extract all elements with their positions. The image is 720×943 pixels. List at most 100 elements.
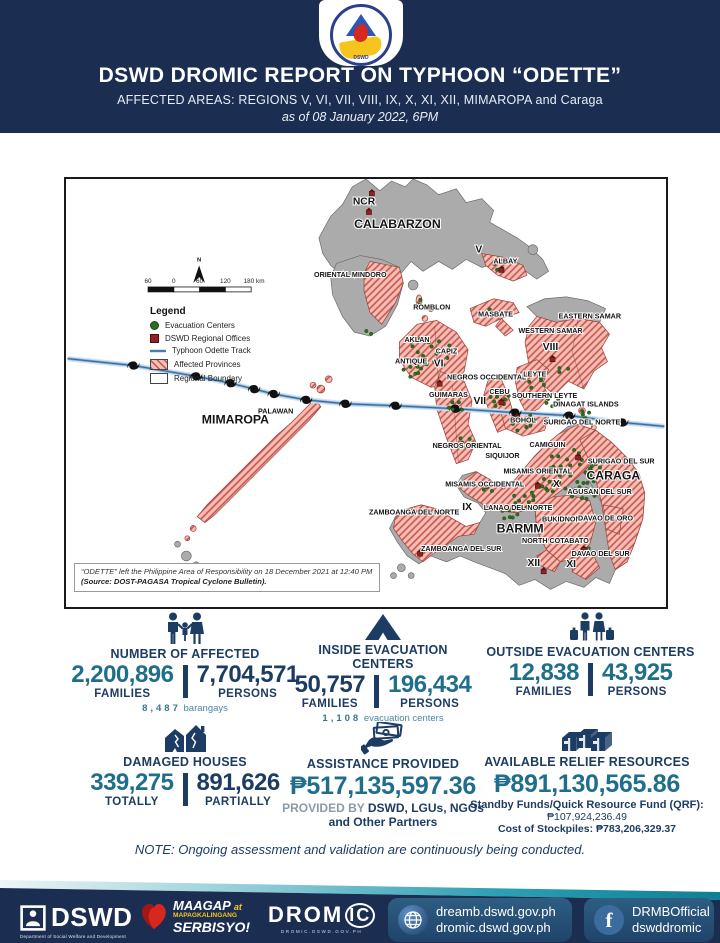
stat-outside-evacuation-centers: OUTSIDE EVACUATION CENTERS 12,838 FAMILI… xyxy=(478,612,703,698)
track-swatch-icon xyxy=(150,348,166,353)
map-label: N xyxy=(197,257,201,263)
dswd-logo-icon xyxy=(20,904,46,931)
website-url-2: dromic.dswd.gov.ph xyxy=(436,920,551,935)
stat-title: DAMAGED HOUSES xyxy=(123,755,247,769)
stat-number-of-affected: NUMBER OF AFFECTED 2,200,896 FAMILIES 7,… xyxy=(50,612,320,714)
dromic-ic-circle: IC xyxy=(345,902,376,928)
affected-areas-line: AFFECTED AREAS: REGIONS V, VI, VII, VIII… xyxy=(117,93,603,107)
philippines-map: 60 0 60 120 180 km NCR CALABARZON V ALBAY ORIENT… xyxy=(64,177,668,609)
map-svg: 60 0 60 120 180 km NCR CALABARZON V ALBAY ORIENT… xyxy=(67,179,665,590)
dromic-logo: DROM IC DROMIC.DSWD.GOV.PH xyxy=(268,902,376,934)
legend-label: Regional Boundary xyxy=(174,374,243,383)
map-label: X xyxy=(553,479,560,490)
qrf-value: ₱107,924,236.49 xyxy=(547,811,627,824)
legend-item: DSWD Regional Offices xyxy=(150,333,251,343)
scale-labels: 60 0 60 120 180 km xyxy=(145,278,265,285)
affected-barangays: 8,487 barangays xyxy=(142,703,228,715)
divider xyxy=(374,675,380,709)
map-label: NEGROS ORIENTAL xyxy=(433,442,503,450)
facebook-links: f DRMBOfficial dswddromic xyxy=(584,898,714,942)
drmb-logo-badge: DSWD xyxy=(319,0,403,66)
outside-persons-value: 43,925 xyxy=(602,659,673,686)
map-label: CALABARZON xyxy=(354,217,441,231)
website-links: dreamb.dswd.gov.ph dromic.dswd.gov.ph xyxy=(388,898,572,942)
divider xyxy=(588,663,593,697)
map-label: EASTERN SAMAR xyxy=(559,312,622,320)
serbisyo-word: SERBISYO! xyxy=(173,918,251,935)
dswd-wordmark: DSWD xyxy=(51,902,133,932)
province-boundaries xyxy=(434,318,602,531)
affected-persons-value: 7,704,571 xyxy=(196,661,300,688)
mapagkalingang-word: MAPAGKALINGANG xyxy=(173,912,237,919)
stat-title: AVAILABLE RELIEF RESOURCES xyxy=(484,755,690,769)
north-arrow-icon xyxy=(193,265,206,284)
inside-evac-count: 1,108 evacuation centers xyxy=(322,713,444,725)
map-label: CARAGA xyxy=(586,468,640,482)
divider xyxy=(182,773,188,807)
map-label: VIII xyxy=(543,342,559,353)
map-label: WESTERN SAMAR xyxy=(519,327,584,335)
map-label: MISAMIS OCCIDENTAL xyxy=(445,480,525,488)
damaged-totally-value: 339,275 xyxy=(90,769,174,796)
map-label: MASBATE xyxy=(478,310,513,318)
legend-item: Typhoon Odette Track xyxy=(150,346,251,355)
facebook-icon: f xyxy=(594,905,624,935)
map-label: MISAMIS ORIENTAL xyxy=(503,467,572,475)
map-label: SURIGAO DEL NORTE xyxy=(544,418,621,426)
map-label: BOHOL xyxy=(510,416,536,424)
map-label: CEBU xyxy=(489,388,509,396)
damaged-house-icon xyxy=(50,722,320,754)
map-label: V xyxy=(475,245,482,256)
seal-text: DSWD xyxy=(353,55,369,61)
stat-available-relief-resources: AVAILABLE RELIEF RESOURCES ₱891,130,565.… xyxy=(462,722,712,835)
assistance-providers-line1: PROVIDED BY DSWD, LGUs, NGOs xyxy=(282,801,484,816)
stat-damaged-houses: DAMAGED HOUSES 339,275 TOTALLY 891,626 P… xyxy=(50,722,320,808)
stat-assistance-provided: ASSISTANCE PROVIDED ₱517,135,597.36 PROV… xyxy=(278,722,488,829)
evacuation-center-dots xyxy=(364,261,603,555)
relief-boxes-icon xyxy=(462,722,712,754)
map-label: DAVAO DE ORO xyxy=(578,515,633,523)
qrf-label: Standby Funds/Quick Resource Fund (QRF): xyxy=(470,799,704,812)
map-label: SIQUIJOR xyxy=(485,452,520,460)
map-label: ANTIQUE xyxy=(395,358,427,366)
maagap-logo: MAAGAP at MAPAGKALINGANG SERBISYO! xyxy=(138,899,250,934)
stat-title: NUMBER OF AFFECTED xyxy=(110,647,260,661)
family-icon xyxy=(50,612,320,646)
map-label: SURIGAO DEL SUR xyxy=(588,458,655,466)
legend-label: DSWD Regional Offices xyxy=(165,333,251,343)
dswd-agency-name: Department of Social Welfare and Develop… xyxy=(20,934,126,939)
map-label: BUKIDNON xyxy=(542,516,581,524)
map-note-line1: “ODETTE” left the Philippine Area of Res… xyxy=(81,567,373,576)
legend-item: Affected Provinces xyxy=(150,358,251,370)
hand-money-icon xyxy=(278,722,488,756)
map-label: ZAMBOANGA DEL NORTE xyxy=(369,509,459,517)
affected-families-label: FAMILIES xyxy=(94,688,151,701)
scale-bar xyxy=(147,286,252,293)
legend-label: Affected Provinces xyxy=(174,359,241,369)
legend-label: Evacuation Centers xyxy=(165,321,235,330)
facebook-handle-1: DRMBOfficial xyxy=(632,904,710,920)
map-label: XII xyxy=(528,558,541,569)
relief-amount: ₱891,130,565.86 xyxy=(494,770,680,798)
map-labels: NCR CALABARZON V ALBAY ORIENTAL MINDORO ROMBL… xyxy=(196,196,656,571)
map-label: GUIMARAS xyxy=(429,391,468,399)
map-label: IX xyxy=(462,502,472,513)
map-label: SOUTHERN LEYTE xyxy=(512,392,577,400)
legend-title: Legend xyxy=(150,306,186,317)
footer: DSWD Department of Social Welfare and De… xyxy=(0,858,720,943)
stockpiles-line: Cost of Stockpiles: ₱783,206,329.37 xyxy=(497,823,677,836)
boundary-swatch-icon xyxy=(150,373,168,384)
map-label: ZAMBOANGA DEL SUR xyxy=(421,545,502,553)
map-label: ROMBLON xyxy=(413,304,450,312)
map-label: AGUSAN DEL SUR xyxy=(567,488,632,496)
map-legend: Legend Evacuation Centers DSWD Regional O… xyxy=(150,306,251,388)
as-of-date: as of 08 January 2022, 6PM xyxy=(281,110,439,124)
office-swatch-icon xyxy=(150,333,159,343)
map-label: DAVAO DEL SUR xyxy=(572,550,631,558)
map-label: PALAWAN xyxy=(258,408,293,416)
maagap-word: MAAGAP xyxy=(173,898,231,913)
map-label: ORIENTAL MINDORO xyxy=(314,271,387,279)
header: DSWD DSWD DROMIC REPORT ON TYPHOON “ODET… xyxy=(0,0,720,133)
report-title: DSWD DROMIC REPORT ON TYPHOON “ODETTE” xyxy=(98,64,622,87)
